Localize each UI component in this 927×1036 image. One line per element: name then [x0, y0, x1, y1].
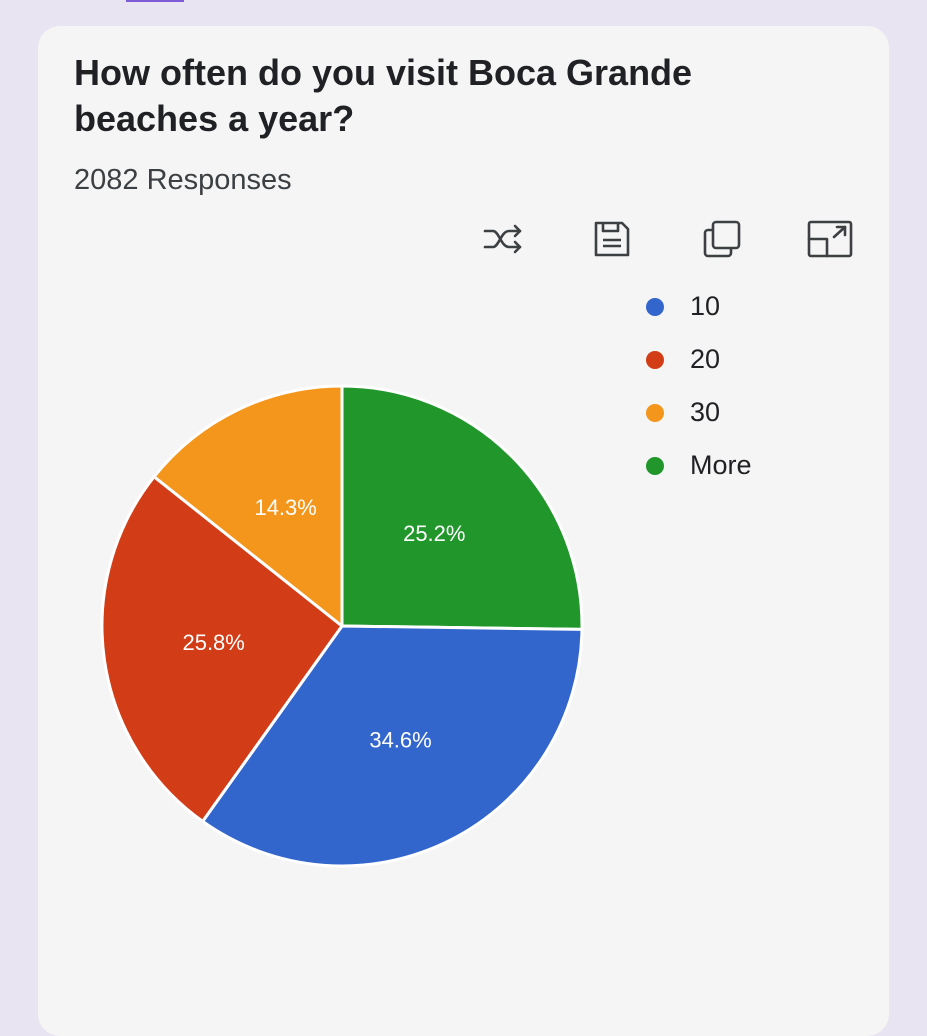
pie-chart: 25.2% 34.6% 25.8% 14.3% [100, 384, 584, 868]
legend-swatch [646, 350, 664, 369]
pie-slice-10[interactable] [201, 624, 584, 868]
legend-label: More [690, 450, 752, 480]
legend-item-20[interactable]: 20 [646, 333, 752, 386]
save-icon [593, 220, 631, 258]
question-title: How often do you visit Boca Grande beach… [74, 52, 693, 139]
expand-icon [807, 220, 853, 258]
copy-button[interactable] [697, 214, 747, 264]
slice-label-10: 34.6% [369, 727, 431, 752]
legend-label: 20 [690, 344, 721, 374]
legend-item-30[interactable]: 30 [646, 386, 752, 439]
pie-slice-20[interactable] [100, 475, 344, 823]
legend-swatch [646, 403, 664, 422]
legend-label: 10 [690, 291, 721, 321]
response-count: 2082 Responses [74, 164, 292, 196]
top-accent-bar [126, 0, 184, 2]
pie-slice-more[interactable] [340, 384, 584, 631]
legend-label: 30 [690, 397, 721, 427]
slice-label-30: 14.3% [254, 495, 316, 520]
legend-swatch [646, 297, 664, 316]
legend-item-more[interactable]: More [646, 439, 752, 492]
legend-swatch [646, 456, 664, 475]
legend-item-10[interactable]: 10 [646, 280, 752, 333]
chart-card: How often do you visit Boca Grande beach… [38, 26, 889, 1036]
save-button[interactable] [587, 214, 637, 264]
copy-icon [702, 219, 742, 259]
pie-slice-30[interactable] [152, 384, 344, 628]
shuffle-button[interactable] [478, 214, 528, 264]
slice-label-20: 25.8% [182, 630, 244, 655]
chart-legend: 10 20 30 More [646, 280, 752, 492]
slice-label-more: 25.2% [403, 521, 465, 546]
expand-button[interactable] [805, 214, 855, 264]
shuffle-icon [483, 222, 523, 256]
